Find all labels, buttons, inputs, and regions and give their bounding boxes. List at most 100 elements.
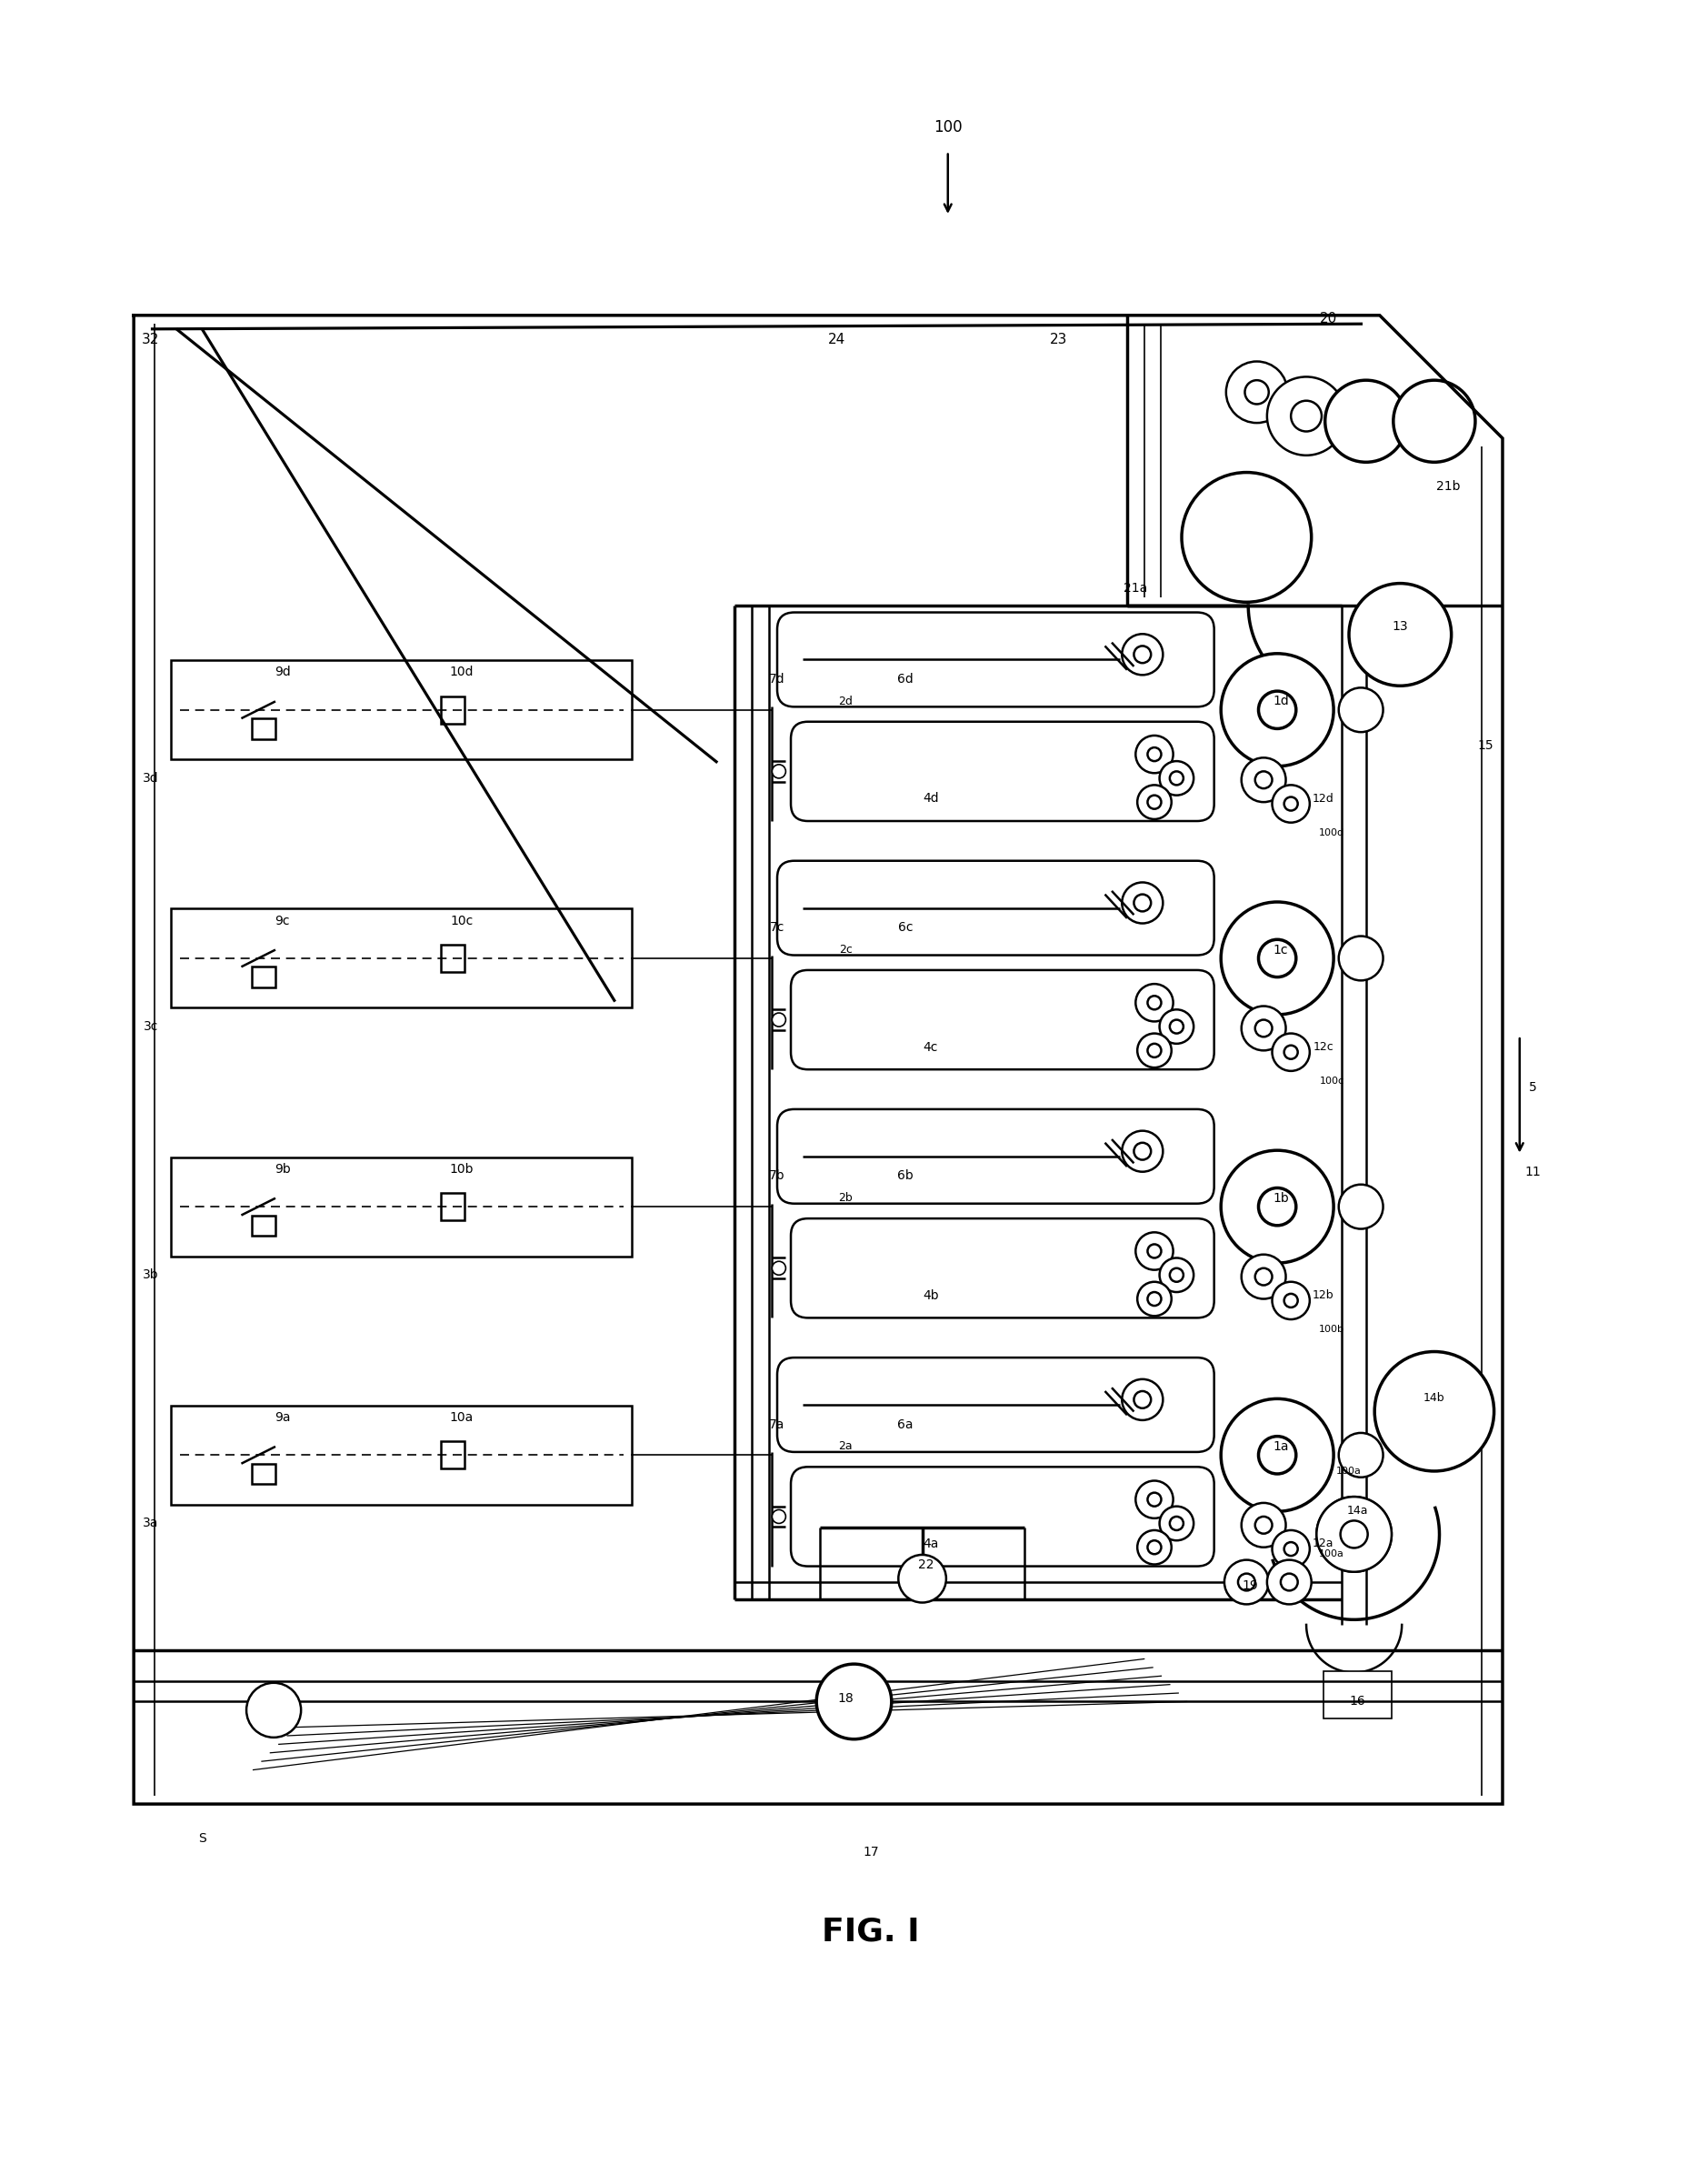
Circle shape <box>1134 1144 1151 1159</box>
Text: 10b: 10b <box>449 1163 473 1176</box>
Text: 14b: 14b <box>1423 1391 1445 1404</box>
Circle shape <box>1291 400 1322 430</box>
Text: 6b: 6b <box>897 1170 914 1183</box>
Text: 14a: 14a <box>1348 1504 1368 1515</box>
Circle shape <box>1160 1009 1194 1044</box>
Circle shape <box>898 1554 946 1602</box>
Bar <box>251 1463 275 1485</box>
Text: 9c: 9c <box>275 915 290 926</box>
Circle shape <box>772 1509 786 1524</box>
Text: 9b: 9b <box>275 1163 290 1176</box>
Circle shape <box>1267 376 1346 454</box>
Bar <box>171 1157 632 1257</box>
FancyBboxPatch shape <box>777 861 1214 954</box>
Circle shape <box>1138 785 1172 820</box>
Circle shape <box>816 1663 892 1739</box>
Text: 23: 23 <box>1050 333 1068 346</box>
Bar <box>441 1194 465 1220</box>
Text: 5: 5 <box>1529 1080 1537 1094</box>
Text: 2d: 2d <box>839 696 852 707</box>
Bar <box>251 717 275 739</box>
Text: 17: 17 <box>863 1846 880 1859</box>
Circle shape <box>1148 1541 1161 1554</box>
Circle shape <box>1148 748 1161 761</box>
Text: 3d: 3d <box>143 772 159 785</box>
Circle shape <box>1148 796 1161 809</box>
Circle shape <box>1375 1352 1494 1472</box>
Circle shape <box>1259 1437 1296 1474</box>
FancyBboxPatch shape <box>791 1467 1214 1565</box>
FancyBboxPatch shape <box>791 722 1214 822</box>
Text: 100a: 100a <box>1319 1550 1344 1559</box>
Text: 4d: 4d <box>922 791 939 804</box>
Circle shape <box>1221 1150 1334 1263</box>
Text: 3c: 3c <box>143 1020 159 1033</box>
Circle shape <box>1242 1254 1286 1298</box>
Text: 2c: 2c <box>839 944 852 957</box>
Circle shape <box>1148 1244 1161 1259</box>
Text: 21b: 21b <box>1436 480 1460 493</box>
Circle shape <box>1221 902 1334 1015</box>
Circle shape <box>1341 1520 1368 1548</box>
Text: 6d: 6d <box>897 672 914 685</box>
Circle shape <box>1284 1541 1298 1557</box>
Text: 19: 19 <box>1242 1578 1259 1591</box>
Circle shape <box>1259 1187 1296 1226</box>
Circle shape <box>1242 1502 1286 1548</box>
Text: 21a: 21a <box>1124 583 1148 596</box>
Circle shape <box>1267 1561 1312 1604</box>
Circle shape <box>1281 1574 1298 1591</box>
Circle shape <box>1339 937 1383 980</box>
Text: 12c: 12c <box>1313 1041 1334 1052</box>
Circle shape <box>1339 687 1383 733</box>
Text: S: S <box>198 1833 207 1844</box>
Text: 9d: 9d <box>275 665 290 678</box>
Circle shape <box>1226 361 1288 424</box>
Circle shape <box>1148 996 1161 1009</box>
Circle shape <box>1255 1517 1272 1533</box>
Circle shape <box>1122 1378 1163 1420</box>
Text: 3b: 3b <box>143 1270 159 1280</box>
Text: 12a: 12a <box>1313 1537 1334 1550</box>
Text: 10d: 10d <box>449 665 473 678</box>
Text: 22: 22 <box>917 1559 934 1572</box>
Bar <box>1324 1672 1392 1720</box>
Circle shape <box>1272 785 1310 822</box>
Circle shape <box>1160 1507 1194 1541</box>
Circle shape <box>1182 472 1312 602</box>
Bar <box>441 1441 465 1470</box>
Text: 11: 11 <box>1525 1165 1541 1178</box>
FancyBboxPatch shape <box>791 970 1214 1070</box>
Circle shape <box>1317 1496 1392 1572</box>
Circle shape <box>1138 1530 1172 1565</box>
Text: 7d: 7d <box>769 672 786 685</box>
Circle shape <box>1255 1020 1272 1037</box>
Circle shape <box>1170 1267 1184 1283</box>
Circle shape <box>246 1683 301 1737</box>
Circle shape <box>1134 646 1151 663</box>
Text: 6a: 6a <box>897 1417 914 1430</box>
Text: 13: 13 <box>1392 620 1407 633</box>
Circle shape <box>1136 985 1173 1022</box>
Circle shape <box>1122 883 1163 924</box>
Text: 100d: 100d <box>1319 828 1344 837</box>
Text: 18: 18 <box>837 1691 854 1704</box>
Circle shape <box>1325 380 1407 463</box>
Bar <box>441 946 465 972</box>
Text: 12b: 12b <box>1313 1289 1334 1302</box>
Circle shape <box>1138 1033 1172 1067</box>
Circle shape <box>1148 1291 1161 1307</box>
Circle shape <box>1317 1496 1392 1572</box>
Circle shape <box>1245 380 1269 404</box>
Circle shape <box>1136 1480 1173 1517</box>
Circle shape <box>1122 635 1163 674</box>
Circle shape <box>1284 798 1298 811</box>
Circle shape <box>1255 772 1272 789</box>
Bar <box>441 696 465 724</box>
Circle shape <box>1255 1267 1272 1285</box>
Circle shape <box>1136 735 1173 774</box>
Bar <box>1332 1676 1383 1711</box>
Circle shape <box>1284 1294 1298 1307</box>
Circle shape <box>1272 1530 1310 1567</box>
Circle shape <box>1136 1233 1173 1270</box>
